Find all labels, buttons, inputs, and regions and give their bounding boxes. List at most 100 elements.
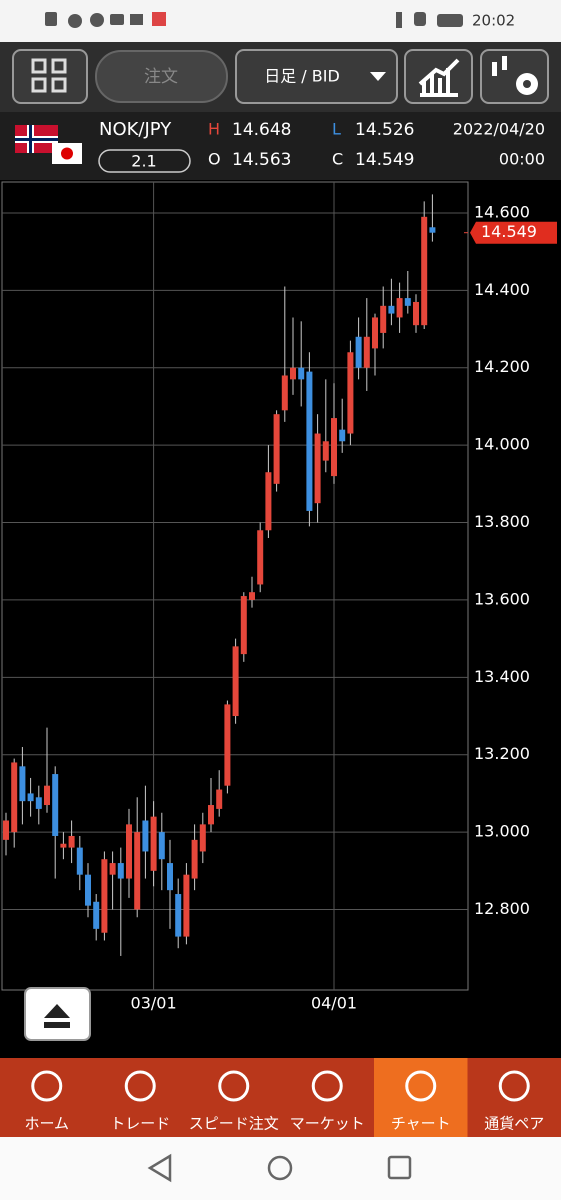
timeframe-label: 日足 / BID: [264, 67, 340, 86]
candle-body: [413, 301, 419, 326]
timeframe-dropdown[interactable]: [235, 49, 398, 104]
candle-body: [249, 592, 255, 600]
settings-button[interactable]: [480, 49, 549, 104]
candle-body: [76, 847, 83, 875]
candle-body: [158, 832, 165, 860]
chart: 12.800 13.000 13.200 13.400 13.600 13.800 14.0…: [2, 182, 557, 1013]
candle-body: [126, 824, 132, 879]
close-label: C: [332, 150, 343, 169]
candle-body: [35, 797, 42, 809]
nav-icon: [405, 1070, 437, 1102]
order-label: 注文: [144, 67, 178, 87]
low: 14.526: [355, 120, 414, 140]
high-label: H: [208, 120, 220, 139]
candle-body: [273, 414, 280, 484]
last-price-label: 14.549: [481, 222, 537, 241]
candle-body: [388, 305, 395, 314]
candle-body: [314, 433, 321, 504]
y-tick-label: 13.200: [474, 744, 530, 763]
nav-icon: [311, 1070, 343, 1102]
candle-body: [429, 227, 436, 233]
candle-body: [347, 352, 354, 434]
candle-body: [167, 863, 173, 891]
candle-body: [52, 774, 59, 836]
candle-body: [11, 762, 18, 833]
candle-body: [265, 472, 272, 531]
candle-body: [85, 874, 91, 906]
nav-icon: [218, 1070, 250, 1102]
open: 14.563: [232, 150, 291, 170]
low-label: L: [332, 120, 341, 139]
candle-body: [363, 336, 370, 368]
candle-body: [306, 371, 313, 511]
candle-body: [117, 863, 124, 879]
candle-body: [404, 298, 411, 306]
menu-icon: [31, 58, 67, 93]
home-button[interactable]: [267, 1155, 293, 1181]
flag-no: [15, 125, 58, 153]
candle-body: [224, 704, 231, 786]
candle-body: [109, 863, 116, 875]
candle-body: [199, 824, 206, 852]
time: 00:00: [499, 150, 545, 169]
candle-body: [396, 298, 403, 318]
candle-body: [101, 859, 108, 933]
candle-body: [380, 305, 387, 333]
spread-box: [98, 149, 191, 173]
candle-body: [331, 418, 337, 477]
nav-icon: [124, 1070, 156, 1102]
settings-icon: [492, 56, 538, 95]
candle-body: [240, 596, 247, 655]
candle-body: [183, 874, 190, 937]
candle-body: [3, 820, 9, 840]
nav-label: スピード注文: [189, 1115, 279, 1133]
nav-label: トレード: [110, 1115, 170, 1133]
candle-body: [150, 816, 157, 871]
candle-body: [68, 835, 75, 848]
status-icons: [45, 12, 463, 28]
spread: 2.1: [131, 152, 156, 171]
candle-body: [298, 367, 305, 380]
candle-body: [60, 843, 67, 848]
dropdown-arrow: [370, 72, 386, 81]
recents-button[interactable]: [387, 1155, 412, 1180]
y-tick-label: 14.600: [474, 202, 530, 221]
candle-body: [142, 820, 149, 852]
flag-jp: [52, 143, 82, 164]
candle-body: [339, 429, 346, 442]
open-label: O: [208, 150, 221, 169]
y-tick-label: 13.600: [474, 589, 530, 608]
candle-body: [134, 832, 141, 910]
chart-background: [0, 180, 561, 1058]
x-tick-label: 04/01: [311, 994, 357, 1013]
candle-body: [44, 785, 50, 806]
candle-body: [191, 839, 198, 879]
back-button[interactable]: [147, 1153, 172, 1183]
indicator-icon: [418, 58, 460, 97]
nav-items: ホーム トレード スピード注文 マーケット チャート 通貨ペア: [24, 1058, 544, 1137]
candle-body: [232, 646, 239, 717]
nav-label: チャート: [391, 1115, 451, 1133]
last-price-box: [470, 221, 557, 244]
clock: 20:02: [472, 12, 515, 30]
order-button[interactable]: [95, 50, 228, 103]
candle-body: [257, 530, 264, 585]
candle-body: [421, 216, 428, 326]
candle-body: [281, 375, 288, 411]
candle-body: [216, 789, 223, 809]
y-tick-label: 12.800: [474, 899, 530, 918]
y-tick-label: 14.000: [474, 435, 530, 454]
nav-icon: [31, 1070, 63, 1102]
candle-body: [372, 317, 378, 349]
x-tick-label: 03/01: [131, 994, 177, 1013]
y-tick-label: 13.800: [474, 512, 530, 531]
nav-label: ホーム: [24, 1115, 69, 1133]
candle-body: [208, 805, 214, 825]
nav-label: 通貨ペア: [484, 1115, 544, 1133]
menu-button[interactable]: [12, 49, 88, 104]
candle-body: [355, 336, 362, 368]
candle-body: [322, 441, 329, 461]
system-nav: [0, 1137, 561, 1200]
plot-frame: [1, 181, 469, 991]
